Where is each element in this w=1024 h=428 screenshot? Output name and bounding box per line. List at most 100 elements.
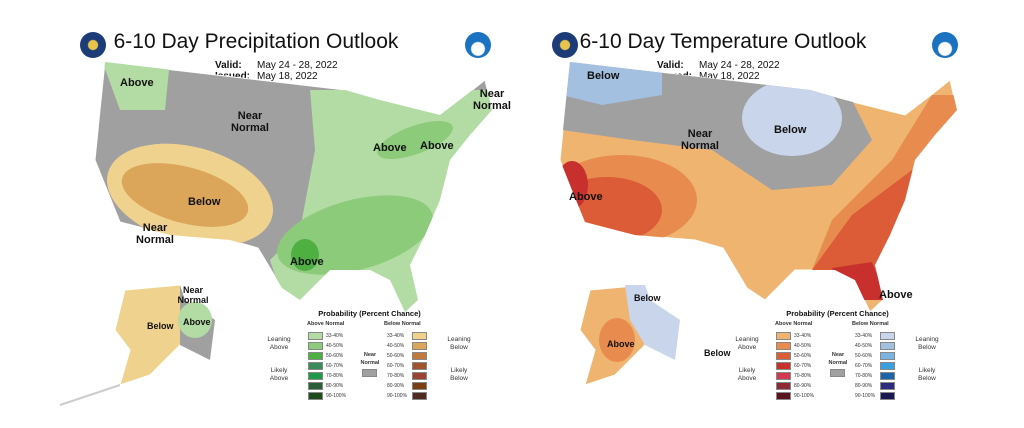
map-label: Near Normal [231,110,269,134]
above-range: 50-60% [794,353,812,359]
above-swatch [308,382,323,390]
below-swatch [412,392,427,400]
below-range: 80-90% [387,383,405,389]
below-range: 40-50% [855,343,873,349]
below-normal-header: Below Normal [384,321,421,327]
above-range: 40-50% [794,343,812,349]
above-swatch [308,352,323,360]
below-range: 50-60% [855,353,873,359]
above-range: 40-50% [326,343,344,349]
above-swatch [308,332,323,340]
near-normal-label: Near Normal [360,352,380,366]
near-normal-swatch [362,369,377,377]
map-title: 6-10 Day Temperature Outlook [579,30,867,53]
probability-legend: Probability (Percent Chance) Above Norma… [730,305,945,405]
map-label: Above [120,77,154,89]
valid-dates: May 24 - 28, 2022 [699,60,780,71]
below-range: 60-70% [855,363,873,369]
map-label: Below [188,196,221,208]
below-range: 90-100% [855,393,876,399]
above-swatch [308,342,323,350]
below-range: 50-60% [387,353,405,359]
map-label: Above [569,191,603,203]
above-swatch [308,362,323,370]
above-swatch [308,372,323,380]
above-swatch [776,352,791,360]
leaning-below-label: Leaning Below [915,336,939,351]
below-range: 60-70% [387,363,405,369]
map-label: Near Normal [136,222,174,246]
map-label: Above [290,256,324,268]
map-label: Above [183,317,211,327]
below-swatch [880,362,895,370]
map-label: Below [634,293,661,303]
above-swatch [776,332,791,340]
near-normal-label: Near Normal [828,352,848,366]
above-range: 90-100% [326,393,347,399]
below-swatch [412,372,427,380]
probability-legend: Probability (Percent Chance) Above Norma… [262,305,477,405]
below-swatch [880,392,895,400]
below-swatch [880,372,895,380]
above-swatch [776,382,791,390]
above-range: 90-100% [794,393,815,399]
temperature-outlook-panel: 6-10 Day Temperature Outlook Valid: May 2… [512,0,1024,428]
precipitation-map [59,61,493,406]
above-range: 80-90% [326,383,344,389]
above-normal-header: Above Normal [307,321,345,327]
valid-dates: May 24 - 28, 2022 [257,60,338,71]
above-range: 60-70% [326,363,344,369]
leaning-above-label: Leaning Above [735,336,759,351]
above-swatch [776,392,791,400]
above-swatch [308,392,323,400]
noaa-logo [465,32,491,58]
above-range: 50-60% [326,353,344,359]
valid-label: Valid: [657,60,684,71]
likely-above-label: Likely Above [269,367,289,382]
above-range: 70-80% [326,373,344,379]
below-range: 70-80% [855,373,873,379]
likely-below-label: Likely Below [450,367,468,382]
below-swatch [412,332,427,340]
temperature-map [559,61,958,386]
leaning-below-label: Leaning Below [447,336,471,351]
doc-seal-logo [80,32,106,58]
below-swatch [880,382,895,390]
below-swatch [880,352,895,360]
below-swatch [880,332,895,340]
map-label: Above [607,339,635,349]
map-label: Below [147,321,174,331]
below-swatch [412,342,427,350]
map-label: Below [704,348,731,358]
map-label: Below [587,70,620,82]
map-label: Above [420,140,454,152]
above-region-northwest [100,62,170,110]
map-label: Above [879,289,913,301]
below-region-north-central [742,80,842,156]
above-swatch [776,342,791,350]
noaa-logo [932,32,958,58]
map-label: Near Normal [473,88,511,112]
below-swatch [412,352,427,360]
below-normal-header: Below Normal [852,321,889,327]
below-range: 80-90% [855,383,873,389]
below-range: 33-40% [855,333,873,339]
above-normal-header: Above Normal [775,321,813,327]
aleutians [59,384,121,406]
above-swatch [776,372,791,380]
likely-below-label: Likely Below [918,367,936,382]
precipitation-outlook-panel: 6-10 Day Precipitation Outlook Valid: May… [59,30,511,406]
map-label: Near Normal [177,285,209,305]
below-range: 90-100% [387,393,408,399]
above-range: 60-70% [794,363,812,369]
likely-above-label: Likely Above [737,367,757,382]
map-label: Near Normal [681,128,719,152]
doc-seal-logo [552,32,578,58]
below-range: 33-40% [387,333,405,339]
map-label: Below [774,124,807,136]
above-range: 33-40% [326,333,344,339]
map-title: 6-10 Day Precipitation Outlook [113,30,399,53]
map-label: Above [373,142,407,154]
below-swatch [880,342,895,350]
below-swatch [412,382,427,390]
